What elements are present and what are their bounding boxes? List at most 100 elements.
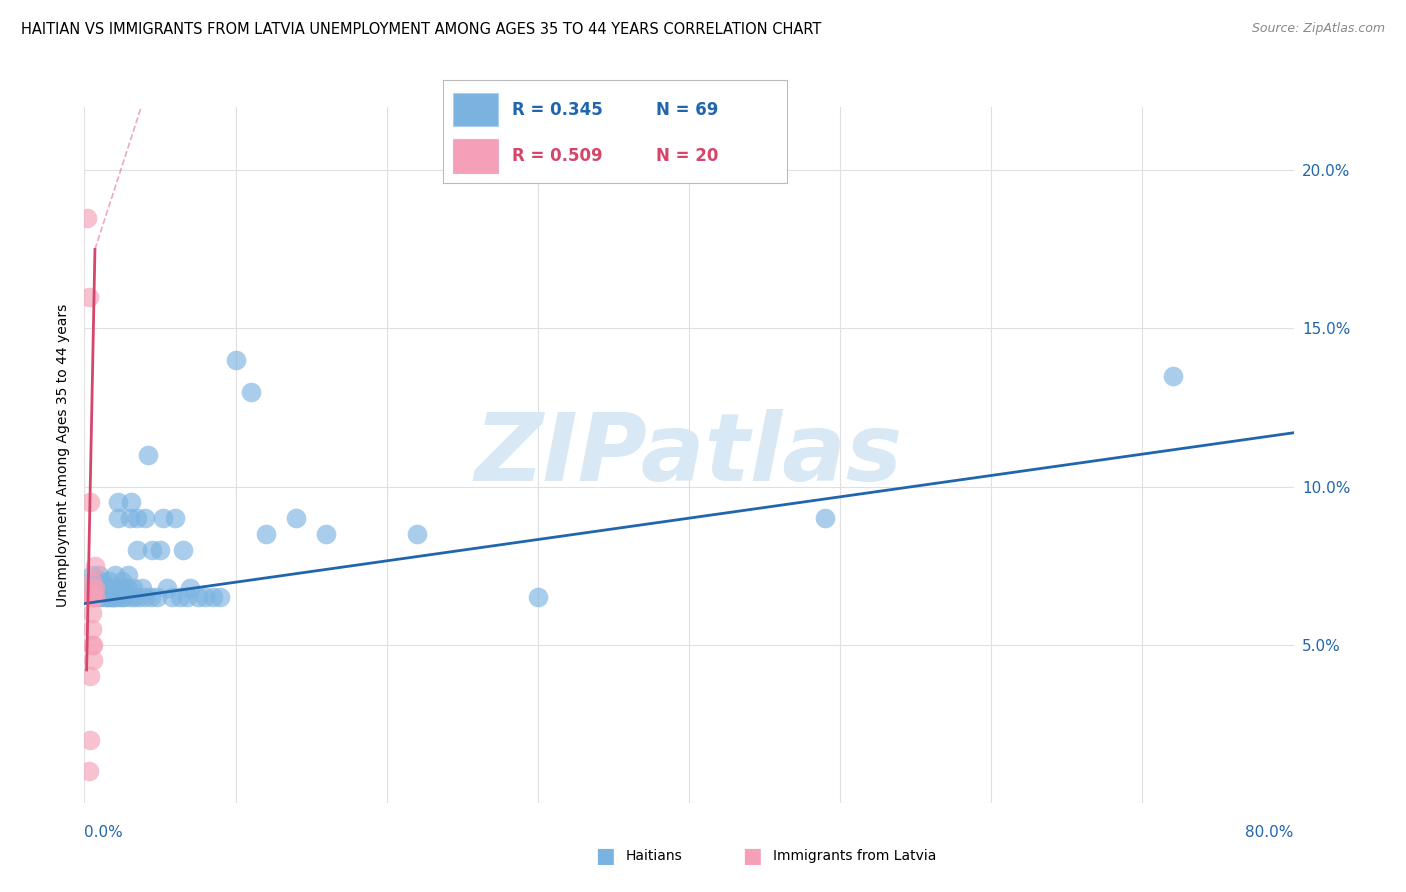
Point bbox=[80, 591, 103, 605]
Text: Source: ZipAtlas.com: Source: ZipAtlas.com bbox=[1251, 22, 1385, 36]
Point bbox=[160, 591, 183, 605]
Point bbox=[526, 591, 548, 605]
Point bbox=[172, 542, 194, 557]
Point bbox=[179, 581, 201, 595]
Point bbox=[115, 581, 138, 595]
Point bbox=[108, 591, 131, 605]
Point bbox=[84, 558, 107, 573]
Text: ■: ■ bbox=[742, 847, 762, 866]
Point bbox=[315, 527, 337, 541]
Point bbox=[134, 591, 156, 605]
Point bbox=[254, 527, 277, 541]
Point bbox=[111, 591, 134, 605]
Point bbox=[91, 591, 114, 605]
Point bbox=[100, 591, 122, 605]
Point bbox=[84, 581, 107, 595]
Point bbox=[79, 495, 101, 509]
Point bbox=[406, 527, 429, 541]
FancyBboxPatch shape bbox=[453, 93, 498, 127]
Point bbox=[104, 568, 127, 582]
Point bbox=[176, 591, 198, 605]
Point bbox=[97, 574, 120, 589]
Point bbox=[77, 764, 100, 779]
Point bbox=[169, 591, 191, 605]
Point bbox=[82, 591, 104, 605]
Point bbox=[89, 568, 111, 582]
Point bbox=[77, 290, 100, 304]
Point bbox=[120, 495, 142, 509]
Text: N = 69: N = 69 bbox=[657, 101, 718, 119]
Point bbox=[141, 542, 163, 557]
Point bbox=[121, 581, 143, 595]
Point bbox=[82, 638, 104, 652]
Point bbox=[225, 353, 247, 368]
Text: R = 0.345: R = 0.345 bbox=[512, 101, 603, 119]
Text: ZIPatlas: ZIPatlas bbox=[475, 409, 903, 501]
Point bbox=[187, 591, 209, 605]
Point bbox=[117, 568, 139, 582]
Point bbox=[96, 591, 118, 605]
Point bbox=[87, 574, 110, 589]
Point bbox=[284, 511, 308, 525]
Text: 80.0%: 80.0% bbox=[1246, 825, 1294, 840]
Point bbox=[127, 511, 149, 525]
Point bbox=[128, 591, 150, 605]
Point bbox=[80, 591, 103, 605]
Point bbox=[114, 581, 136, 595]
Text: Haitians: Haitians bbox=[626, 849, 682, 863]
Point bbox=[96, 581, 118, 595]
Point bbox=[156, 581, 179, 595]
Point bbox=[80, 568, 103, 582]
Point bbox=[131, 581, 153, 595]
Y-axis label: Unemployment Among Ages 35 to 44 years: Unemployment Among Ages 35 to 44 years bbox=[56, 303, 70, 607]
Point bbox=[91, 574, 114, 589]
Point bbox=[122, 591, 145, 605]
Point bbox=[1161, 368, 1184, 383]
Point bbox=[118, 511, 141, 525]
Point bbox=[107, 495, 129, 509]
Point bbox=[136, 448, 159, 462]
Point bbox=[194, 591, 217, 605]
Point bbox=[79, 732, 101, 747]
FancyBboxPatch shape bbox=[453, 139, 498, 173]
Point bbox=[127, 542, 149, 557]
Point bbox=[80, 606, 103, 620]
Point bbox=[149, 542, 172, 557]
Point bbox=[89, 581, 111, 595]
Point bbox=[86, 581, 108, 595]
Text: ■: ■ bbox=[595, 847, 614, 866]
Point bbox=[82, 653, 104, 667]
Text: 0.0%: 0.0% bbox=[84, 825, 124, 840]
Point bbox=[98, 591, 121, 605]
Point bbox=[110, 581, 132, 595]
Point bbox=[80, 581, 103, 595]
Point bbox=[105, 581, 128, 595]
Point bbox=[163, 511, 186, 525]
Point bbox=[100, 581, 122, 595]
Text: R = 0.509: R = 0.509 bbox=[512, 146, 602, 165]
Point bbox=[80, 622, 103, 636]
Point bbox=[80, 638, 103, 652]
Point bbox=[79, 669, 101, 683]
Point bbox=[209, 591, 232, 605]
Point bbox=[111, 574, 134, 589]
Point bbox=[84, 591, 107, 605]
Text: HAITIAN VS IMMIGRANTS FROM LATVIA UNEMPLOYMENT AMONG AGES 35 TO 44 YEARS CORRELA: HAITIAN VS IMMIGRANTS FROM LATVIA UNEMPL… bbox=[21, 22, 821, 37]
Point bbox=[89, 591, 111, 605]
Point bbox=[93, 581, 115, 595]
Text: N = 20: N = 20 bbox=[657, 146, 718, 165]
Point bbox=[82, 581, 104, 595]
Point bbox=[101, 591, 124, 605]
Point bbox=[239, 384, 262, 399]
Point bbox=[112, 591, 135, 605]
Point bbox=[814, 511, 837, 525]
Point bbox=[146, 591, 169, 605]
Point bbox=[80, 591, 103, 605]
Point bbox=[118, 591, 141, 605]
Text: Immigrants from Latvia: Immigrants from Latvia bbox=[773, 849, 936, 863]
Point bbox=[80, 574, 103, 589]
Point bbox=[201, 591, 224, 605]
Point bbox=[107, 511, 129, 525]
Point bbox=[94, 591, 117, 605]
Point bbox=[139, 591, 162, 605]
